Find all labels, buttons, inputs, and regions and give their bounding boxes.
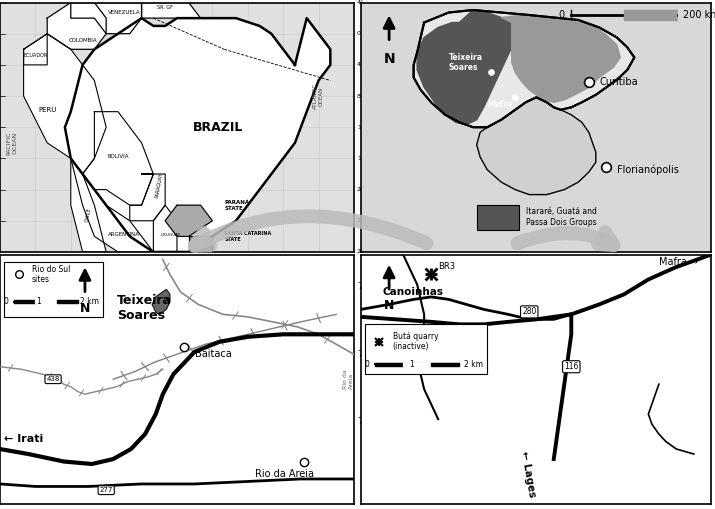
Polygon shape — [47, 3, 107, 49]
Text: SANTA CATARINA
STATE: SANTA CATARINA STATE — [225, 231, 272, 242]
Text: 438: 438 — [46, 376, 60, 382]
Text: URUGUAY: URUGUAY — [161, 233, 181, 237]
Text: N: N — [80, 302, 90, 315]
Text: CHILE: CHILE — [85, 207, 92, 222]
Text: Rio do Sul
sites: Rio do Sul sites — [32, 265, 70, 284]
Polygon shape — [83, 111, 153, 205]
Text: 8°: 8° — [357, 94, 364, 99]
Text: 28°: 28° — [357, 249, 368, 254]
Polygon shape — [24, 34, 107, 174]
Text: 7188: 7188 — [358, 417, 380, 426]
Text: ECUADOR: ECUADOR — [24, 53, 47, 58]
Text: 1: 1 — [36, 297, 41, 306]
Text: 200 km: 200 km — [684, 10, 715, 20]
Text: 1: 1 — [410, 360, 414, 369]
Text: 277: 277 — [99, 487, 113, 493]
Text: 4°: 4° — [357, 63, 364, 67]
Text: 116: 116 — [564, 362, 578, 371]
Polygon shape — [130, 174, 165, 221]
Text: Florianópolis: Florianópolis — [617, 164, 679, 175]
Text: Rio da Areia: Rio da Areia — [255, 469, 314, 479]
Text: Butá quarry
(inactive): Butá quarry (inactive) — [393, 332, 438, 352]
FancyArrowPatch shape — [195, 216, 426, 246]
Text: 0: 0 — [558, 10, 564, 20]
Text: Teixeira
Soares: Teixeira Soares — [449, 53, 483, 72]
Polygon shape — [24, 34, 47, 65]
Text: 7192: 7192 — [358, 350, 380, 359]
Text: ATLANTIC
OCEAN: ATLANTIC OCEAN — [313, 83, 324, 109]
Text: 0: 0 — [365, 360, 370, 369]
Polygon shape — [417, 10, 516, 125]
Polygon shape — [501, 15, 621, 102]
Text: N: N — [383, 52, 395, 67]
Text: 12°: 12° — [357, 125, 368, 130]
Polygon shape — [165, 205, 212, 236]
Text: Rio da
Areia: Rio da Areia — [343, 370, 354, 389]
Text: 7196: 7196 — [358, 282, 380, 292]
Text: Teixeira
Soares: Teixeira Soares — [117, 294, 172, 322]
Text: 0°: 0° — [357, 31, 364, 36]
Polygon shape — [152, 290, 170, 315]
Text: PERU: PERU — [38, 107, 56, 112]
Text: PARAGUAY: PARAGUAY — [154, 172, 164, 199]
Text: Curitiba: Curitiba — [599, 77, 638, 88]
Text: Itararé, Guatá and
Passa Dois Groups: Itararé, Guatá and Passa Dois Groups — [526, 207, 596, 227]
Text: N: N — [384, 299, 394, 313]
Text: PACIFIC
OCEAN: PACIFIC OCEAN — [6, 131, 17, 155]
Text: 280: 280 — [522, 307, 536, 317]
Polygon shape — [189, 236, 212, 252]
Text: 16°: 16° — [357, 156, 368, 161]
Text: 4°: 4° — [357, 0, 364, 5]
Text: Mafra →: Mafra → — [659, 257, 698, 267]
Text: VENEZUELA: VENEZUELA — [107, 10, 140, 15]
FancyArrowPatch shape — [518, 232, 613, 245]
Text: PARANÁ
STATE: PARANÁ STATE — [225, 200, 250, 211]
Text: 2 km: 2 km — [79, 297, 99, 306]
Text: 24°: 24° — [357, 218, 368, 223]
Text: Canoinhas: Canoinhas — [382, 287, 443, 297]
Bar — [365, 324, 487, 374]
Text: BR3: BR3 — [438, 263, 455, 271]
Text: 0: 0 — [4, 297, 9, 306]
Text: Baitaca: Baitaca — [194, 349, 232, 359]
Polygon shape — [477, 97, 596, 194]
Text: BRAZIL: BRAZIL — [193, 121, 243, 134]
Text: 2 km: 2 km — [465, 360, 483, 369]
Text: 20°: 20° — [357, 187, 368, 192]
Polygon shape — [413, 10, 634, 127]
Text: Mafra: Mafra — [487, 100, 513, 109]
Polygon shape — [71, 158, 107, 252]
Bar — [477, 205, 518, 230]
Polygon shape — [142, 3, 200, 18]
Text: ← Lages: ← Lages — [518, 450, 537, 498]
Text: BOLIVIA: BOLIVIA — [107, 154, 129, 159]
Polygon shape — [65, 18, 330, 252]
Text: ARGENTINA: ARGENTINA — [108, 233, 140, 237]
Polygon shape — [71, 158, 153, 252]
Bar — [4, 262, 103, 317]
Polygon shape — [153, 205, 177, 252]
Polygon shape — [71, 3, 142, 34]
Text: ← Irati: ← Irati — [4, 434, 43, 444]
Text: COLOMBIA: COLOMBIA — [68, 38, 97, 43]
Text: SR. GF: SR. GF — [157, 5, 173, 10]
